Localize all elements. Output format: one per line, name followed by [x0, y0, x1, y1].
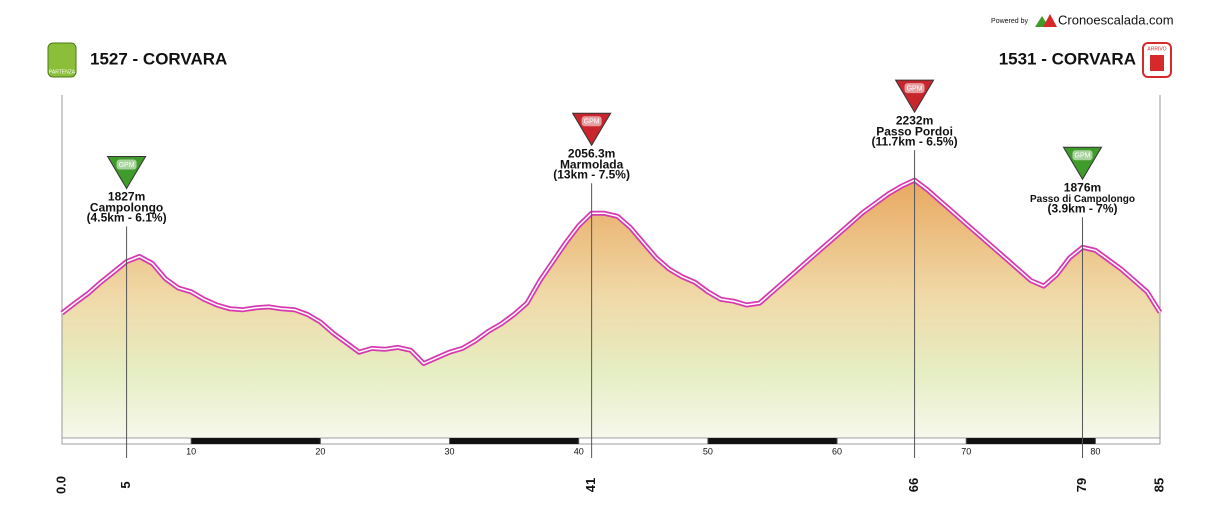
climb-name: Campolongo	[90, 201, 163, 215]
x-tick-label: 20	[315, 446, 325, 456]
marker-label: 79	[1074, 478, 1089, 492]
climb-name: Passo Pordoi	[876, 124, 953, 138]
km-segment	[966, 438, 1096, 444]
climb-badge-box	[904, 83, 925, 94]
profile-line-inner	[61, 179, 1161, 365]
marker-label: 41	[583, 478, 598, 492]
brand-logo	[1043, 14, 1057, 27]
climb-detail: (13km - 7.5%)	[553, 167, 630, 181]
x-tick-label: 50	[703, 446, 713, 456]
climb-elevation: 2056.3m	[568, 146, 615, 160]
climb-badge: GPM	[907, 85, 923, 92]
start-badge-icon	[47, 42, 77, 78]
finish-title: 1531 - CORVARA	[999, 49, 1136, 68]
marker-label: 0.0	[53, 476, 68, 494]
climb-detail: (11.7km - 6.5%)	[872, 134, 958, 148]
climb-badge: GPM	[119, 162, 135, 169]
climb-elevation: 1876m	[1064, 180, 1101, 194]
x-tick-label: 30	[445, 446, 455, 456]
km-segment	[449, 438, 579, 444]
climb-elevation: 2232m	[896, 113, 933, 127]
finish-icon	[1150, 55, 1164, 71]
climb-name: Marmolada	[560, 157, 624, 171]
climb-badge-box	[116, 159, 137, 170]
km-segment	[191, 438, 321, 444]
marker-label: 5	[118, 481, 133, 488]
climb-detail: (4.5km - 6.1%)	[87, 211, 167, 225]
brand[interactable]: Cronoescalada.com	[1058, 12, 1174, 27]
profile-fill	[62, 180, 1160, 438]
finish-badge: ARRIVO	[1147, 46, 1166, 52]
climb-badge: GPM	[584, 119, 600, 126]
powered-by: Powered by	[991, 18, 1028, 25]
x-tick-label: 60	[832, 446, 842, 456]
x-tick-label: 10	[186, 446, 196, 456]
km-bar	[61, 437, 1161, 445]
climb-badge: GPM	[1075, 153, 1091, 160]
x-tick-label: 70	[961, 446, 971, 456]
climb-elevation: 1827m	[108, 190, 145, 204]
climb-badge-box	[1072, 150, 1093, 161]
marker-label: 85	[1151, 478, 1166, 492]
climb-detail: (3.9km - 7%)	[1047, 201, 1117, 215]
start-badge: PARTENZA	[49, 69, 76, 75]
marker-label: 66	[906, 478, 921, 492]
km-segment	[707, 438, 838, 444]
climb-badge-box	[581, 116, 602, 127]
x-tick-label: 40	[574, 446, 584, 456]
x-tick-label: 80	[1090, 446, 1100, 456]
climb-name: Passo di Campolongo	[1030, 194, 1135, 205]
start-title: 1527 - CORVARA	[90, 49, 227, 68]
